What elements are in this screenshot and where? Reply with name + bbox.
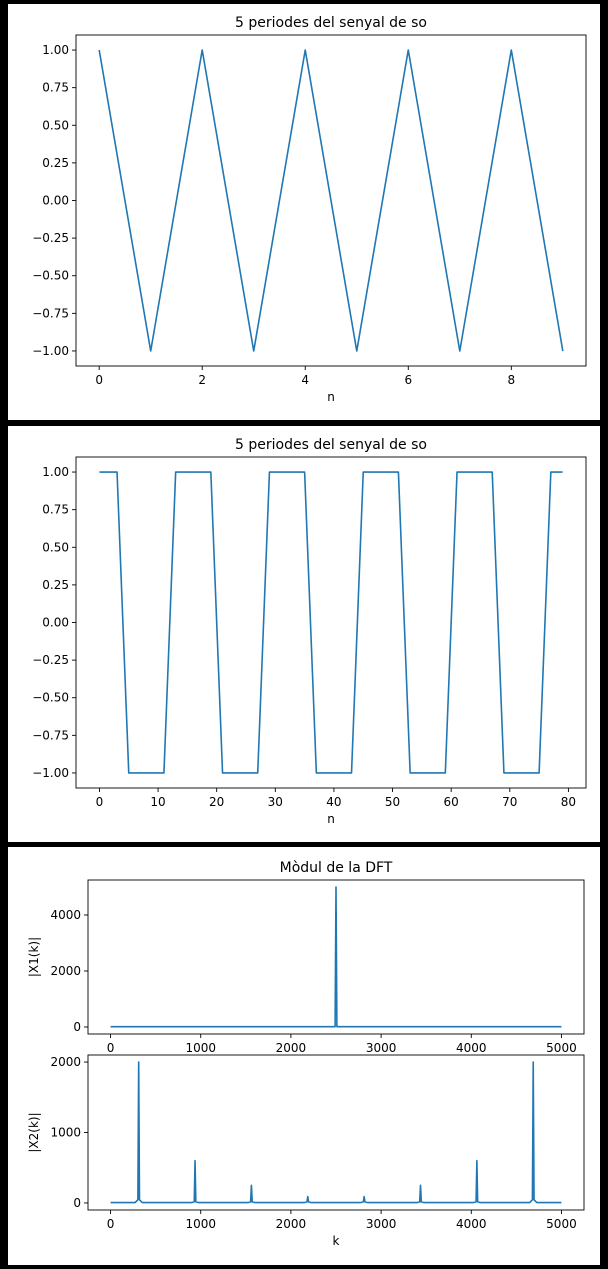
chart1-title: 5 periodes del senyal de so bbox=[235, 15, 427, 31]
chart2-xtick-label: 70 bbox=[502, 795, 517, 809]
chart3-top-ytick-label: 4000 bbox=[50, 908, 81, 922]
chart2-ytick-label: −0.25 bbox=[32, 653, 69, 667]
chart-panel-2: 0 10 20 30 40 50 60 70 80 1.00 0.75 0.50 0.25 0.00 −0.… bbox=[8, 426, 600, 842]
chart2-xtick-label: 50 bbox=[385, 795, 400, 809]
chart3-bottom-xtick-label: 0 bbox=[107, 1217, 115, 1231]
chart3-bottom-xtick-label: 2000 bbox=[276, 1217, 307, 1231]
chart1-series-line bbox=[98, 49, 564, 352]
chart1-xtick-label: 0 bbox=[95, 373, 103, 387]
chart1-xtick-label: 6 bbox=[404, 373, 412, 387]
chart2-ytick-label: 0.50 bbox=[42, 540, 69, 554]
chart2-xtick-label: 80 bbox=[561, 795, 576, 809]
chart2-ytick-label: 0.25 bbox=[42, 578, 69, 592]
chart3-bottom-xtick-label: 3000 bbox=[366, 1217, 397, 1231]
chart1-ytick-label: −0.75 bbox=[32, 306, 69, 320]
chart3-bottom-xlabel: k bbox=[333, 1234, 340, 1248]
chart1-ytick-label: 1.00 bbox=[42, 43, 69, 57]
chart3-bottom-ytick-label: 1000 bbox=[50, 1126, 81, 1140]
chart1-ytick-label: 0.25 bbox=[42, 156, 69, 170]
chart1-ytick-label: 0.00 bbox=[42, 194, 69, 208]
chart2-axes-frame bbox=[75, 456, 587, 789]
chart3-top-xtick-label: 4000 bbox=[456, 1041, 487, 1055]
chart-3-svg: 0 1000 2000 3000 4000 5000 0 2000 4000 Mòdul de l… bbox=[27, 860, 585, 1248]
chart2-xtick-label: 10 bbox=[150, 795, 165, 809]
chart1-xtick-label: 2 bbox=[198, 373, 206, 387]
chart2-xtick-label: 40 bbox=[326, 795, 341, 809]
chart2-xtick-label: 20 bbox=[209, 795, 224, 809]
chart-panel-3: 0 1000 2000 3000 4000 5000 0 2000 4000 Mòdul de l… bbox=[8, 847, 600, 1265]
chart3-bottom-xtick-label: 1000 bbox=[185, 1217, 216, 1231]
chart3-bottom-axes-frame bbox=[87, 1054, 585, 1211]
chart2-xtick-label: 60 bbox=[444, 795, 459, 809]
chart2-xtick-label: 30 bbox=[268, 795, 283, 809]
chart1-ytick-label: −1.00 bbox=[32, 344, 69, 358]
chart3-top-xtick-label: 0 bbox=[107, 1041, 115, 1055]
chart3-top-xtick-label: 2000 bbox=[276, 1041, 307, 1055]
chart2-ytick-label: 0.00 bbox=[42, 616, 69, 630]
chart1-ytick-label: 0.50 bbox=[42, 118, 69, 132]
chart1-xtick-label: 4 bbox=[301, 373, 309, 387]
chart1-ytick-label: 0.75 bbox=[42, 81, 69, 95]
chart1-ytick-label: −0.25 bbox=[32, 231, 69, 245]
chart3-top-ytick-label: 2000 bbox=[50, 964, 81, 978]
chart2-ytick-label: −1.00 bbox=[32, 766, 69, 780]
chart2-ytick-label: −0.50 bbox=[32, 691, 69, 705]
chart3-top-ytick-label: 0 bbox=[73, 1020, 81, 1034]
chart3-top-title: Mòdul de la DFT bbox=[280, 860, 393, 876]
chart2-series-line bbox=[99, 471, 563, 774]
chart2-ytick-label: 1.00 bbox=[42, 465, 69, 479]
chart3-top-series-line bbox=[110, 886, 562, 1028]
chart3-bottom-xtick-label: 5000 bbox=[546, 1217, 577, 1231]
chart3-bottom-xtick-label: 4000 bbox=[456, 1217, 487, 1231]
chart3-top-xtick-label: 5000 bbox=[546, 1041, 577, 1055]
chart3-top-ylabel: |X1(k)| bbox=[27, 937, 41, 977]
chart1-xlabel: n bbox=[327, 390, 335, 404]
chart2-xtick-label: 0 bbox=[96, 795, 104, 809]
chart1-xtick-label: 8 bbox=[507, 373, 515, 387]
chart-2-svg: 0 10 20 30 40 50 60 70 80 1.00 0.75 0.50 0.25 0.00 −0.… bbox=[32, 437, 587, 826]
chart-panel-1: 0 2 4 6 8 1.00 0.75 0.50 0.25 0.00 −0.25 −0.50 −0.75… bbox=[8, 4, 600, 420]
chart3-top-xtick-label: 1000 bbox=[185, 1041, 216, 1055]
chart3-top-xtick-label: 3000 bbox=[366, 1041, 397, 1055]
chart3-bottom-ylabel: |X2(k)| bbox=[27, 1112, 41, 1152]
chart1-ytick-label: −0.50 bbox=[32, 269, 69, 283]
chart2-ytick-label: −0.75 bbox=[32, 728, 69, 742]
chart3-top-axes-frame bbox=[87, 879, 585, 1035]
chart2-ytick-label: 0.75 bbox=[42, 503, 69, 517]
chart3-bottom-ytick-label: 2000 bbox=[50, 1055, 81, 1069]
chart2-title: 5 periodes del senyal de so bbox=[235, 437, 427, 453]
chart-1-svg: 0 2 4 6 8 1.00 0.75 0.50 0.25 0.00 −0.25 −0.50 −0.75… bbox=[32, 15, 587, 404]
chart3-bottom-series-line bbox=[110, 1061, 562, 1204]
chart3-bottom-ytick-label: 0 bbox=[73, 1196, 81, 1210]
chart2-xlabel: n bbox=[327, 812, 335, 826]
